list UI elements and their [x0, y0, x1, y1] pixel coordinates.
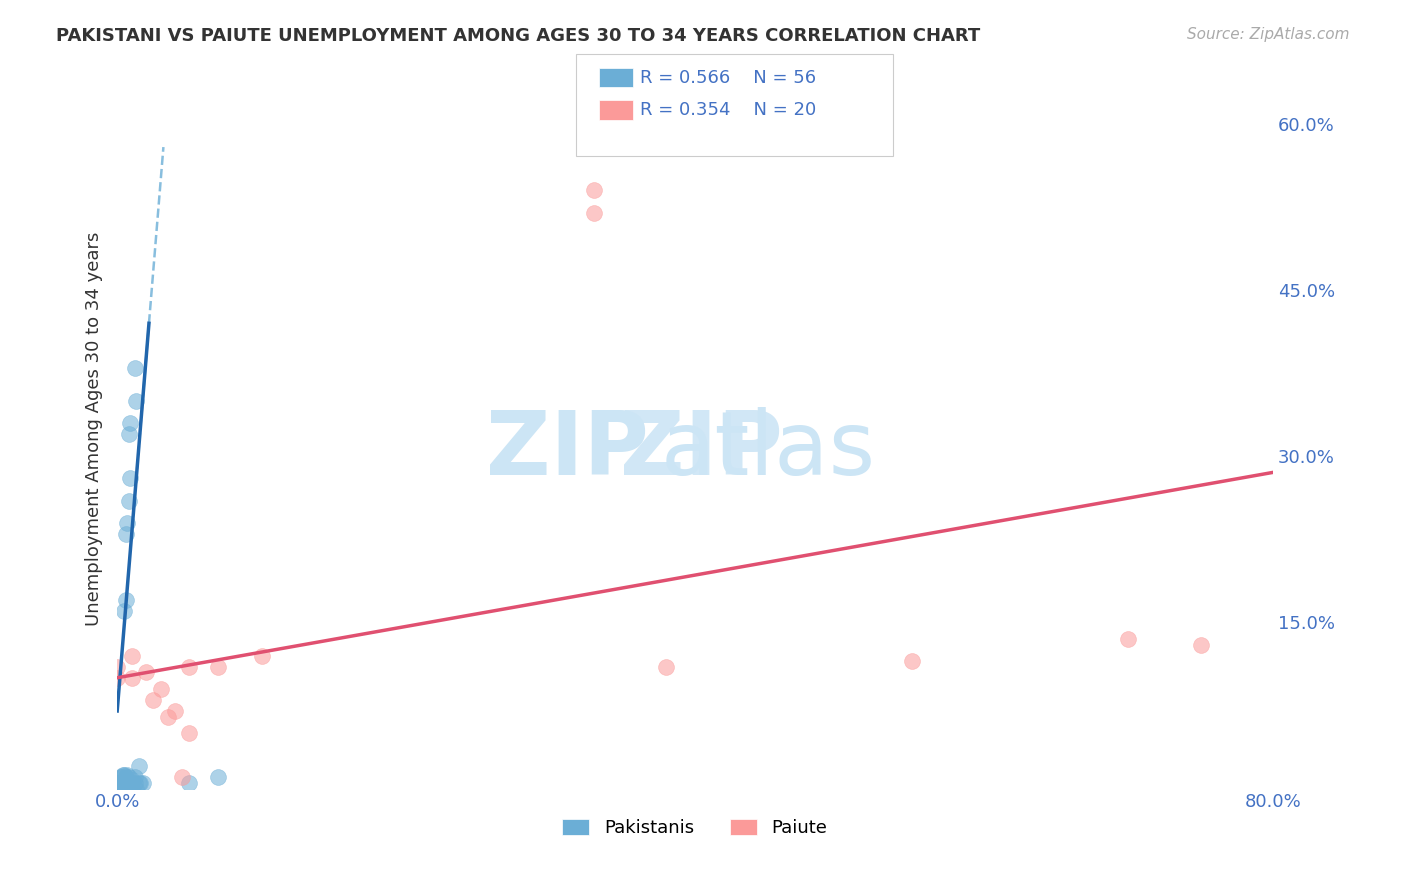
Point	[107, 781, 129, 796]
Text: ZIP: ZIP	[486, 407, 648, 493]
Point	[135, 665, 157, 680]
Point	[112, 776, 135, 790]
Text: R = 0.354    N = 20: R = 0.354 N = 20	[640, 101, 815, 119]
Point	[163, 704, 186, 718]
Point	[108, 781, 131, 796]
Point	[207, 659, 229, 673]
Point	[120, 471, 142, 485]
Point	[120, 776, 142, 790]
Point	[112, 768, 135, 782]
Point	[117, 516, 139, 530]
Y-axis label: Unemployment Among Ages 30 to 34 years: Unemployment Among Ages 30 to 34 years	[86, 231, 103, 625]
Point	[125, 393, 148, 408]
Point	[118, 781, 141, 796]
Point	[105, 671, 128, 685]
Legend: Pakistanis, Paiute: Pakistanis, Paiute	[555, 812, 835, 845]
Point	[108, 781, 131, 796]
Point	[117, 776, 139, 790]
Point	[129, 776, 152, 790]
Point	[156, 709, 179, 723]
Point	[132, 776, 155, 790]
Point	[179, 726, 201, 740]
Point	[121, 772, 143, 787]
Point	[179, 659, 201, 673]
Point	[105, 781, 128, 796]
Point	[118, 776, 141, 790]
Text: atlas: atlas	[661, 407, 876, 493]
Point	[110, 776, 132, 790]
Text: ZIPatlas: ZIPatlas	[620, 407, 972, 493]
Point	[107, 781, 129, 796]
Point	[128, 776, 150, 790]
Text: Source: ZipAtlas.com: Source: ZipAtlas.com	[1187, 27, 1350, 42]
Point	[582, 205, 605, 219]
Point	[107, 776, 129, 790]
Point	[1118, 632, 1140, 646]
Point	[111, 776, 134, 790]
Point	[115, 771, 138, 785]
Point	[115, 781, 138, 796]
Point	[250, 648, 273, 663]
Point	[115, 593, 138, 607]
Point	[179, 776, 201, 790]
Text: PAKISTANI VS PAIUTE UNEMPLOYMENT AMONG AGES 30 TO 34 YEARS CORRELATION CHART: PAKISTANI VS PAIUTE UNEMPLOYMENT AMONG A…	[56, 27, 980, 45]
Point	[111, 781, 134, 796]
Point	[207, 771, 229, 785]
Point	[108, 781, 131, 796]
Point	[900, 654, 922, 668]
Point	[120, 416, 142, 430]
Text: R = 0.566    N = 56: R = 0.566 N = 56	[640, 69, 815, 87]
Point	[125, 781, 148, 796]
Point	[118, 493, 141, 508]
Point	[121, 781, 143, 796]
Point	[128, 759, 150, 773]
Point	[110, 781, 132, 796]
Point	[108, 771, 131, 785]
Point	[111, 768, 134, 782]
Point	[115, 776, 138, 790]
Point	[112, 781, 135, 796]
Point	[117, 768, 139, 782]
Point	[118, 771, 141, 785]
Point	[655, 659, 678, 673]
Point	[121, 671, 143, 685]
Point	[1189, 638, 1212, 652]
Point	[120, 781, 142, 796]
Point	[118, 427, 141, 442]
Point	[117, 781, 139, 796]
Point	[110, 776, 132, 790]
Point	[111, 776, 134, 790]
Point	[124, 360, 146, 375]
Point	[124, 771, 146, 785]
Point	[105, 659, 128, 673]
Point	[110, 771, 132, 785]
Text: ZIP: ZIP	[620, 407, 783, 493]
Point	[105, 776, 128, 790]
Point	[149, 681, 172, 696]
Point	[124, 776, 146, 790]
Point	[107, 781, 129, 796]
Point	[121, 648, 143, 663]
Point	[582, 183, 605, 197]
Point	[108, 776, 131, 790]
Point	[115, 526, 138, 541]
Point	[172, 771, 194, 785]
Point	[105, 776, 128, 790]
Point	[105, 781, 128, 796]
Point	[142, 693, 165, 707]
Point	[112, 604, 135, 618]
